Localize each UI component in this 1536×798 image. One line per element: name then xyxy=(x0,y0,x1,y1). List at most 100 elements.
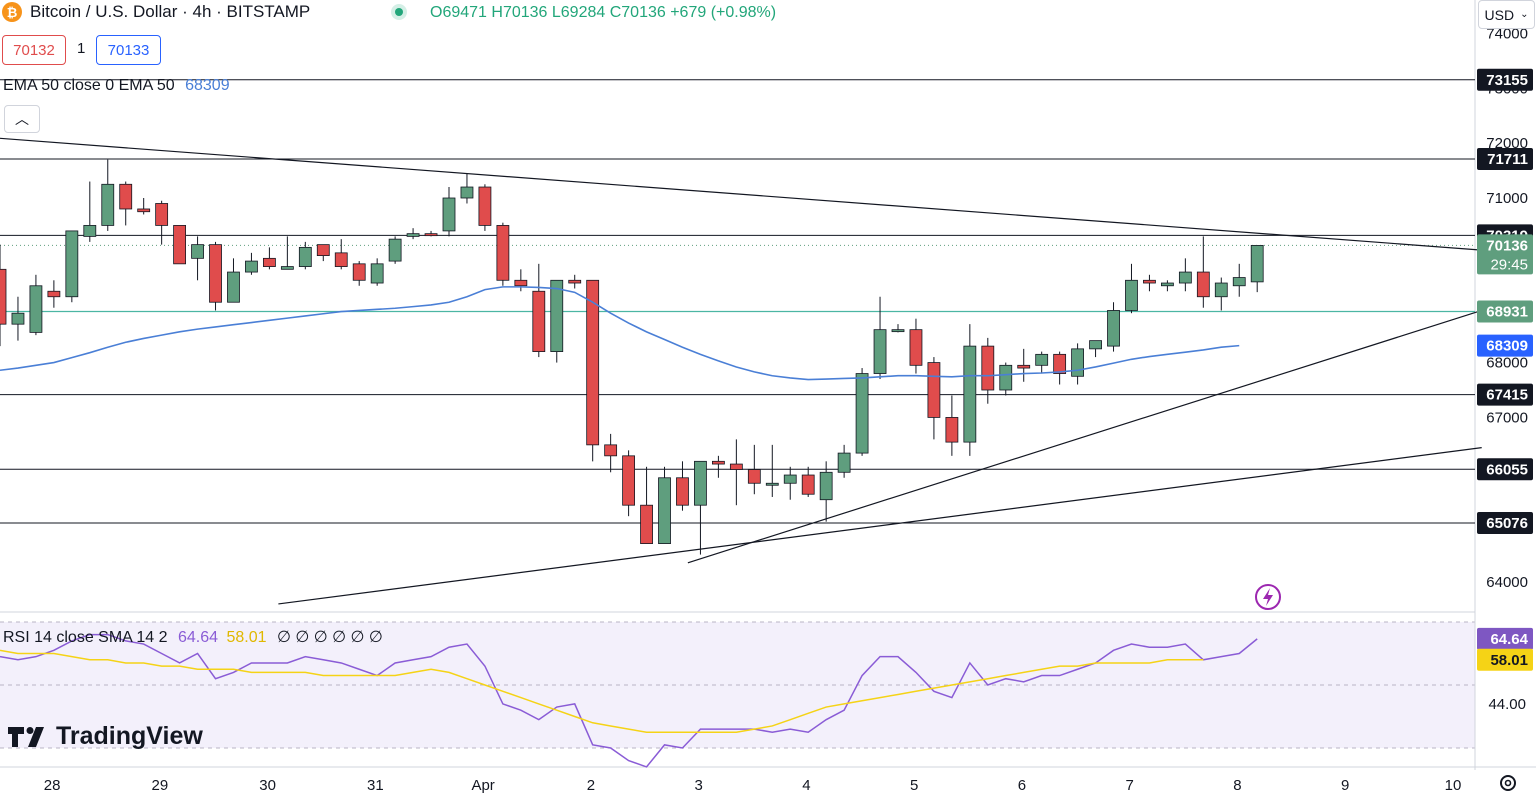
candle[interactable] xyxy=(765,444,779,497)
candle[interactable] xyxy=(729,439,743,506)
candle-body xyxy=(604,444,618,457)
candle[interactable] xyxy=(1089,340,1102,358)
candle[interactable] xyxy=(747,444,761,495)
time-axis-label: 2 xyxy=(587,777,595,794)
sell-button[interactable]: 70132 xyxy=(2,35,66,65)
candle[interactable] xyxy=(47,280,61,308)
candle[interactable] xyxy=(298,241,312,270)
rsi-tag: 58.01 xyxy=(1477,648,1533,671)
candle[interactable] xyxy=(586,279,600,462)
ema-legend[interactable]: EMA 50 close 0 EMA 50 68309 xyxy=(3,77,230,95)
candle[interactable] xyxy=(0,244,7,347)
candle[interactable] xyxy=(173,225,187,265)
candle-body xyxy=(909,329,923,366)
candle-body xyxy=(1214,282,1228,298)
candle[interactable] xyxy=(262,247,276,270)
candle[interactable] xyxy=(334,239,348,270)
rsi-line[interactable] xyxy=(0,633,1258,768)
flash-icon[interactable] xyxy=(1255,584,1281,610)
candle[interactable] xyxy=(1107,302,1120,352)
candle[interactable] xyxy=(783,466,797,500)
symbol-title[interactable]: Bitcoin / U.S. Dollar · 4h · BITSTAMP xyxy=(30,2,311,21)
candle[interactable] xyxy=(65,230,79,303)
candle[interactable] xyxy=(1125,263,1138,314)
candle[interactable] xyxy=(406,228,420,240)
collapse-legend-button[interactable]: ︿ xyxy=(4,105,40,133)
candle[interactable] xyxy=(442,187,456,237)
rsi-sma-line[interactable] xyxy=(0,649,1204,733)
candle[interactable] xyxy=(460,173,474,204)
candle[interactable] xyxy=(1214,277,1228,311)
candle[interactable] xyxy=(801,466,815,497)
candle[interactable] xyxy=(1035,351,1049,374)
ema-50-line[interactable] xyxy=(0,286,1240,381)
candle[interactable] xyxy=(352,261,366,286)
candle[interactable] xyxy=(478,184,492,231)
candle[interactable] xyxy=(209,241,222,311)
candle[interactable] xyxy=(1143,274,1156,292)
candle[interactable] xyxy=(891,324,905,333)
candle[interactable] xyxy=(837,444,851,478)
candle[interactable] xyxy=(245,252,258,275)
candle[interactable] xyxy=(963,324,977,456)
candle[interactable] xyxy=(83,181,97,242)
candle[interactable] xyxy=(11,296,25,341)
candle[interactable] xyxy=(981,337,995,404)
candle[interactable] xyxy=(658,466,671,544)
candle[interactable] xyxy=(137,198,151,215)
candle[interactable] xyxy=(873,296,887,380)
candle[interactable] xyxy=(424,230,438,237)
candle[interactable] xyxy=(532,263,546,358)
candle[interactable] xyxy=(945,395,959,456)
candle[interactable] xyxy=(119,181,133,226)
candle[interactable] xyxy=(227,258,240,303)
candle[interactable] xyxy=(1196,236,1210,308)
rsi-legend[interactable]: RSI 14 close SMA 14 2 64.64 58.01 ∅ ∅ ∅ … xyxy=(3,627,383,647)
rsi-tag-value: 58.01 xyxy=(1490,652,1528,669)
ema-legend-label: EMA 50 close 0 EMA 50 xyxy=(3,77,175,94)
candle[interactable] xyxy=(1071,343,1084,385)
candle[interactable] xyxy=(388,236,402,264)
trendline[interactable] xyxy=(687,309,1482,564)
candle[interactable] xyxy=(999,362,1013,396)
candle[interactable] xyxy=(712,455,725,478)
market-status-icon[interactable] xyxy=(391,4,407,20)
candle[interactable] xyxy=(640,466,653,545)
candle[interactable] xyxy=(1161,280,1174,292)
candle[interactable] xyxy=(909,318,923,374)
candle[interactable] xyxy=(29,274,43,336)
candle[interactable] xyxy=(1053,351,1067,385)
candle[interactable] xyxy=(927,357,941,440)
candle[interactable] xyxy=(1250,244,1264,293)
chevron-up-icon: ︿ xyxy=(15,111,29,127)
candle[interactable] xyxy=(514,269,528,292)
candle[interactable] xyxy=(280,236,294,270)
candle-body xyxy=(981,345,995,391)
candle[interactable] xyxy=(622,450,635,517)
candle[interactable] xyxy=(370,258,384,286)
candle[interactable] xyxy=(1178,258,1192,292)
candle[interactable] xyxy=(155,200,169,245)
candle-body xyxy=(101,183,115,226)
candle[interactable] xyxy=(604,433,618,473)
candle[interactable] xyxy=(819,461,833,522)
candle[interactable] xyxy=(496,222,510,286)
time-axis-label: 7 xyxy=(1126,777,1134,794)
candle[interactable] xyxy=(855,368,869,456)
candle[interactable] xyxy=(191,236,204,281)
candle[interactable] xyxy=(694,460,707,555)
settings-gear-icon[interactable] xyxy=(1500,775,1516,791)
candle[interactable] xyxy=(550,279,564,363)
candle-body xyxy=(29,285,43,333)
candle[interactable] xyxy=(1232,263,1246,297)
candle[interactable] xyxy=(568,274,582,289)
candle[interactable] xyxy=(101,159,115,231)
buy-button[interactable]: 70133 xyxy=(96,35,161,65)
trendline[interactable] xyxy=(278,447,1482,605)
candle[interactable] xyxy=(676,461,689,511)
candle[interactable] xyxy=(316,244,330,262)
currency-selector[interactable]: USD ⌄ xyxy=(1478,0,1535,29)
candle[interactable] xyxy=(1017,348,1031,382)
trendline[interactable] xyxy=(0,137,1482,251)
